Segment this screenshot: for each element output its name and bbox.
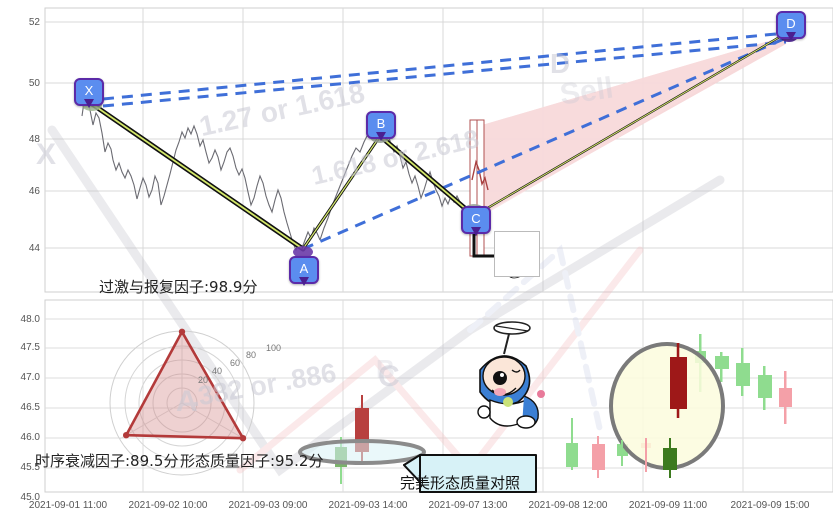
y-tick-lower-3: 46.5 <box>20 402 40 413</box>
projection-lines <box>102 31 787 251</box>
highlight-ellipse-left <box>298 439 426 465</box>
projection-line-lower <box>302 36 787 251</box>
factor-label-time-decay: 时序衰减因子:89.5分 <box>35 452 179 470</box>
sell-zone <box>472 36 786 222</box>
x-tick-7: 2021-09-09 15:00 <box>730 500 810 511</box>
radar-tick-40: 40 <box>212 366 223 376</box>
pivot-marker-a-tail <box>299 277 309 286</box>
mascot-tooltip-box[interactable] <box>494 231 540 277</box>
factor-label-overreaction: 过激与报复因子:98.9分 <box>99 278 258 296</box>
highlight-markers <box>298 342 725 478</box>
radar-tick-60: 60 <box>230 358 241 368</box>
y-tick-main-4: 44 <box>28 243 40 254</box>
pivot-marker-b-label: B <box>376 116 386 131</box>
pivot-marker-x-tail <box>84 99 94 108</box>
comparison-arrow <box>403 454 537 493</box>
x-tick-0: 2021-09-01 11:00 <box>28 500 108 511</box>
y-tick-lower-0: 45.0 <box>20 492 40 503</box>
pivot-marker-a[interactable]: A <box>289 256 319 286</box>
x-tick-1: 2021-09-02 10:00 <box>128 500 208 511</box>
pivot-marker-d[interactable]: D <box>776 11 806 41</box>
x-tick-3: 2021-09-03 14:00 <box>328 500 408 511</box>
y-tick-lower-2: 46.0 <box>20 432 40 443</box>
radar-polygon <box>124 330 245 440</box>
x-tick-4: 2021-09-07 13:00 <box>428 500 508 511</box>
x-tick-5: 2021-09-08 12:00 <box>528 500 608 511</box>
y-tick-main-3: 46 <box>28 186 40 197</box>
harmonic-legs <box>89 30 790 252</box>
y-tick-lower-4: 47.0 <box>20 372 40 383</box>
comparison-callout-label[interactable]: 完美形态质量对照 <box>400 474 521 492</box>
pivot-marker-c-tail <box>471 227 481 236</box>
pivot-marker-x[interactable]: X <box>74 78 104 108</box>
pivot-marker-b-tail <box>376 132 386 141</box>
y-tick-lower-6: 48.0 <box>20 314 40 325</box>
radar-tick-20: 20 <box>198 375 209 385</box>
projection-line-upper <box>102 31 787 101</box>
pivot-marker-d-tail <box>786 32 796 41</box>
x-tick-6: 2021-09-09 11:00 <box>628 500 708 511</box>
factor-label-shape-quality: 形态质量因子:95.2分 <box>180 452 324 470</box>
radar-tick-80: 80 <box>246 350 257 360</box>
pivot-marker-x-label: X <box>84 83 94 98</box>
pivot-marker-a-label: A <box>299 261 309 276</box>
ghost-pattern <box>47 125 725 477</box>
mascot-icon-large <box>477 321 545 429</box>
y-tick-lower-5: 47.5 <box>20 342 40 353</box>
radar-tick-100: 100 <box>266 343 282 353</box>
projection-line-mid <box>102 40 787 108</box>
y-tick-main-0: 52 <box>28 17 40 28</box>
y-tick-main-1: 50 <box>28 78 40 89</box>
pivot-marker-d-label: D <box>786 16 796 31</box>
y-tick-main-2: 48 <box>28 134 40 145</box>
x-tick-2: 2021-09-03 09:00 <box>228 500 308 511</box>
pivot-marker-c[interactable]: C <box>461 206 491 236</box>
radar-chart <box>109 328 255 476</box>
y-tick-lower-1: 45.5 <box>20 462 40 473</box>
pivot-marker-c-label: C <box>471 211 481 226</box>
pivot-marker-b[interactable]: B <box>366 111 396 141</box>
